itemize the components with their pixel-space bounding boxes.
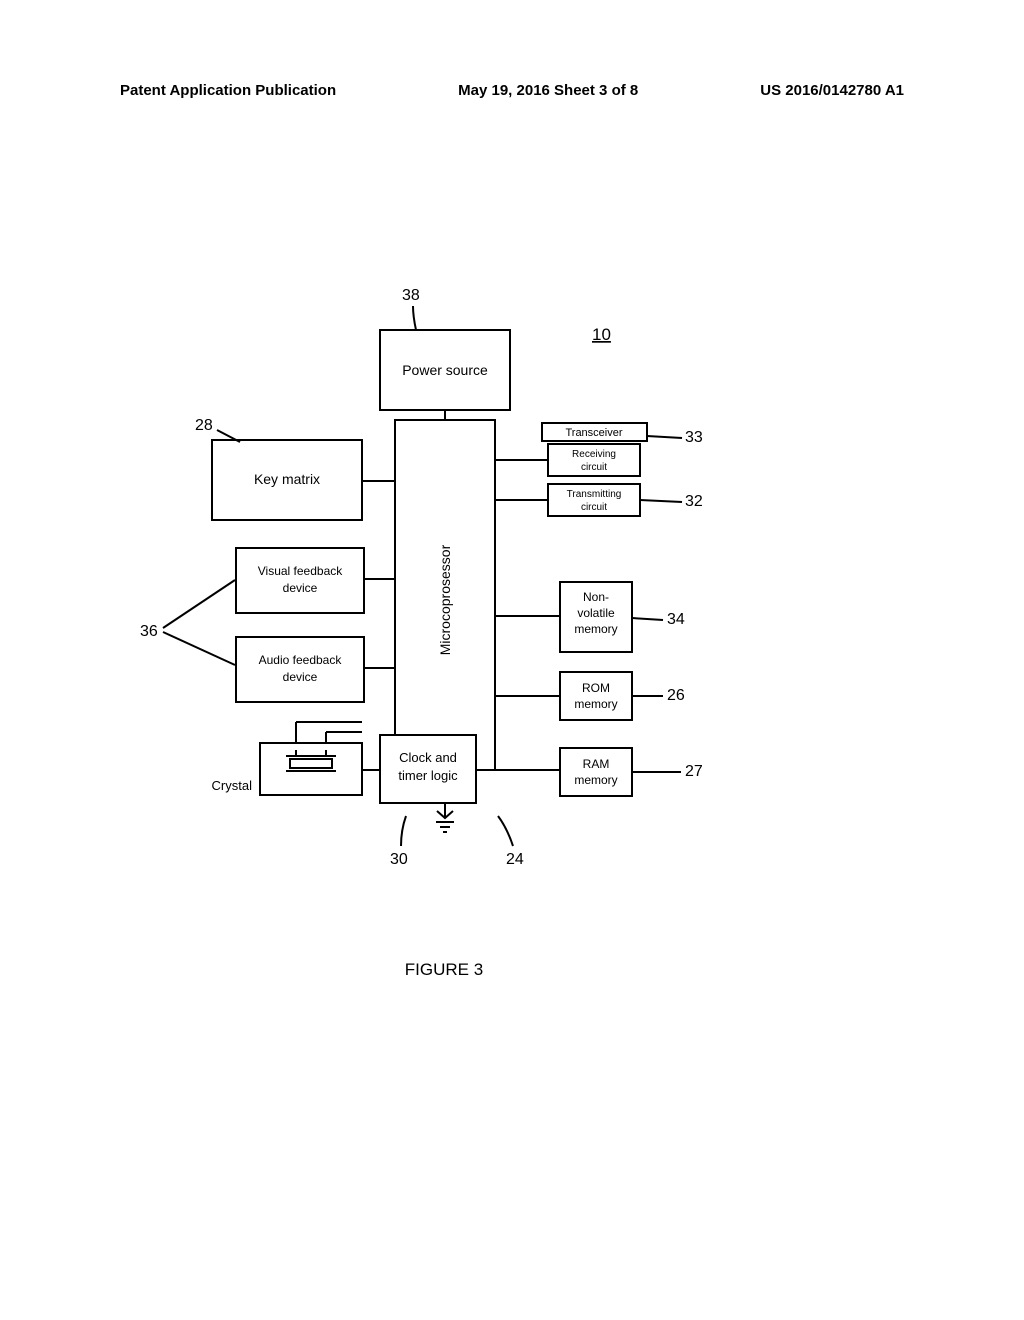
block-audio-label-1: Audio feedback <box>259 653 343 667</box>
block-nv-3: memory <box>574 622 617 636</box>
lead-36b <box>163 632 235 665</box>
figure-ref-10: 10 <box>592 325 611 344</box>
block-nv-2: volatile <box>577 606 615 620</box>
lead-38 <box>413 306 416 330</box>
block-keymatrix-label: Key matrix <box>254 471 320 487</box>
lead-34 <box>632 618 663 620</box>
block-micro-label: Microcoprosessor <box>437 544 453 655</box>
block-rom-1: ROM <box>582 681 610 695</box>
lead-32 <box>640 500 682 502</box>
lead-36a <box>163 580 235 628</box>
block-visual-label-1: Visual feedback <box>258 564 344 578</box>
ref-24: 24 <box>506 851 524 868</box>
lead-24 <box>498 816 513 846</box>
block-visual-label-2: device <box>283 581 318 595</box>
ref-27: 27 <box>685 763 703 780</box>
ground-icon <box>436 803 454 832</box>
block-ram-2: memory <box>574 773 617 787</box>
block-ram-1: RAM <box>583 757 610 771</box>
ref-34: 34 <box>667 611 685 628</box>
block-rom-2: memory <box>574 697 617 711</box>
ref-32: 32 <box>685 493 703 510</box>
ref-26: 26 <box>667 687 685 704</box>
block-power-label: Power source <box>402 362 488 378</box>
block-crystal-label: Crystal <box>212 778 253 793</box>
lead-30 <box>401 816 406 846</box>
ref-38: 38 <box>402 287 420 304</box>
figure-title: FIGURE 3 <box>405 960 483 979</box>
ref-36: 36 <box>140 623 158 640</box>
block-rom <box>560 672 632 720</box>
block-clock-label-1: Clock and <box>399 750 457 765</box>
ref-30: 30 <box>390 851 408 868</box>
diagram-canvas: 10 Power source Microcoprosessor Key mat… <box>0 0 1024 1320</box>
block-ram <box>560 748 632 796</box>
block-audio-label-2: device <box>283 670 318 684</box>
block-nv-1: Non- <box>583 590 609 604</box>
ref-33: 33 <box>685 429 703 446</box>
ref-28: 28 <box>195 417 213 434</box>
block-clock-label-2: timer logic <box>398 768 458 783</box>
lead-33 <box>647 436 682 438</box>
block-trans-label: Transceiver <box>565 427 622 439</box>
block-tx-label-1: Transmitting <box>567 489 622 500</box>
block-tx-label-2: circuit <box>581 502 607 513</box>
block-recv-label-1: Receiving <box>572 449 616 460</box>
block-recv-label-2: circuit <box>581 462 607 473</box>
